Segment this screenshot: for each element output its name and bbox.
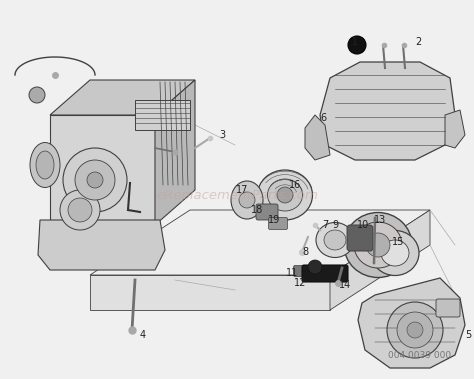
Text: 18: 18 bbox=[251, 205, 263, 215]
Circle shape bbox=[29, 87, 45, 103]
Ellipse shape bbox=[257, 170, 312, 220]
Polygon shape bbox=[90, 275, 330, 310]
Polygon shape bbox=[38, 220, 165, 270]
Circle shape bbox=[366, 233, 390, 257]
Polygon shape bbox=[358, 278, 465, 368]
Circle shape bbox=[75, 160, 115, 200]
Text: 5: 5 bbox=[465, 330, 471, 340]
Ellipse shape bbox=[231, 181, 263, 219]
Text: 6: 6 bbox=[320, 113, 326, 123]
Text: 8: 8 bbox=[302, 247, 308, 257]
Circle shape bbox=[239, 192, 255, 208]
Text: 3: 3 bbox=[219, 130, 225, 140]
Ellipse shape bbox=[344, 213, 412, 277]
Text: eReplacementParts.com: eReplacementParts.com bbox=[156, 188, 318, 202]
Polygon shape bbox=[330, 210, 430, 310]
Text: 4: 4 bbox=[140, 330, 146, 340]
Circle shape bbox=[87, 172, 103, 188]
Circle shape bbox=[308, 260, 322, 274]
Polygon shape bbox=[135, 100, 190, 130]
Circle shape bbox=[68, 198, 92, 222]
Text: 11: 11 bbox=[286, 268, 298, 278]
Circle shape bbox=[60, 190, 100, 230]
Circle shape bbox=[407, 322, 423, 338]
Ellipse shape bbox=[30, 143, 60, 188]
Ellipse shape bbox=[324, 230, 346, 250]
Text: 13: 13 bbox=[374, 215, 386, 225]
FancyBboxPatch shape bbox=[256, 204, 278, 220]
FancyBboxPatch shape bbox=[293, 266, 311, 277]
Circle shape bbox=[277, 187, 293, 203]
Text: 17: 17 bbox=[236, 185, 248, 195]
Circle shape bbox=[348, 36, 366, 54]
Text: 1: 1 bbox=[352, 37, 358, 47]
FancyBboxPatch shape bbox=[347, 225, 373, 251]
FancyBboxPatch shape bbox=[436, 299, 460, 317]
Ellipse shape bbox=[354, 222, 402, 268]
Text: 004 0039 000: 004 0039 000 bbox=[388, 351, 452, 360]
Polygon shape bbox=[155, 80, 195, 225]
Ellipse shape bbox=[36, 151, 54, 179]
FancyBboxPatch shape bbox=[302, 265, 348, 282]
Ellipse shape bbox=[267, 179, 302, 211]
Polygon shape bbox=[50, 115, 155, 225]
Text: 15: 15 bbox=[392, 237, 404, 247]
Text: 14: 14 bbox=[339, 280, 351, 290]
Circle shape bbox=[397, 312, 433, 348]
Text: 10: 10 bbox=[357, 220, 369, 230]
Text: 7: 7 bbox=[322, 220, 328, 230]
Polygon shape bbox=[320, 62, 455, 160]
Circle shape bbox=[63, 148, 127, 212]
Polygon shape bbox=[90, 210, 430, 275]
Polygon shape bbox=[50, 80, 195, 115]
Text: 2: 2 bbox=[415, 37, 421, 47]
Text: 16: 16 bbox=[289, 180, 301, 190]
Circle shape bbox=[387, 302, 443, 358]
Text: 9: 9 bbox=[332, 220, 338, 230]
Ellipse shape bbox=[381, 240, 409, 266]
Polygon shape bbox=[305, 115, 330, 160]
Ellipse shape bbox=[316, 222, 354, 257]
Ellipse shape bbox=[371, 230, 419, 276]
FancyBboxPatch shape bbox=[268, 218, 288, 230]
Text: 19: 19 bbox=[268, 215, 280, 225]
Text: 12: 12 bbox=[294, 278, 306, 288]
Polygon shape bbox=[445, 110, 465, 148]
